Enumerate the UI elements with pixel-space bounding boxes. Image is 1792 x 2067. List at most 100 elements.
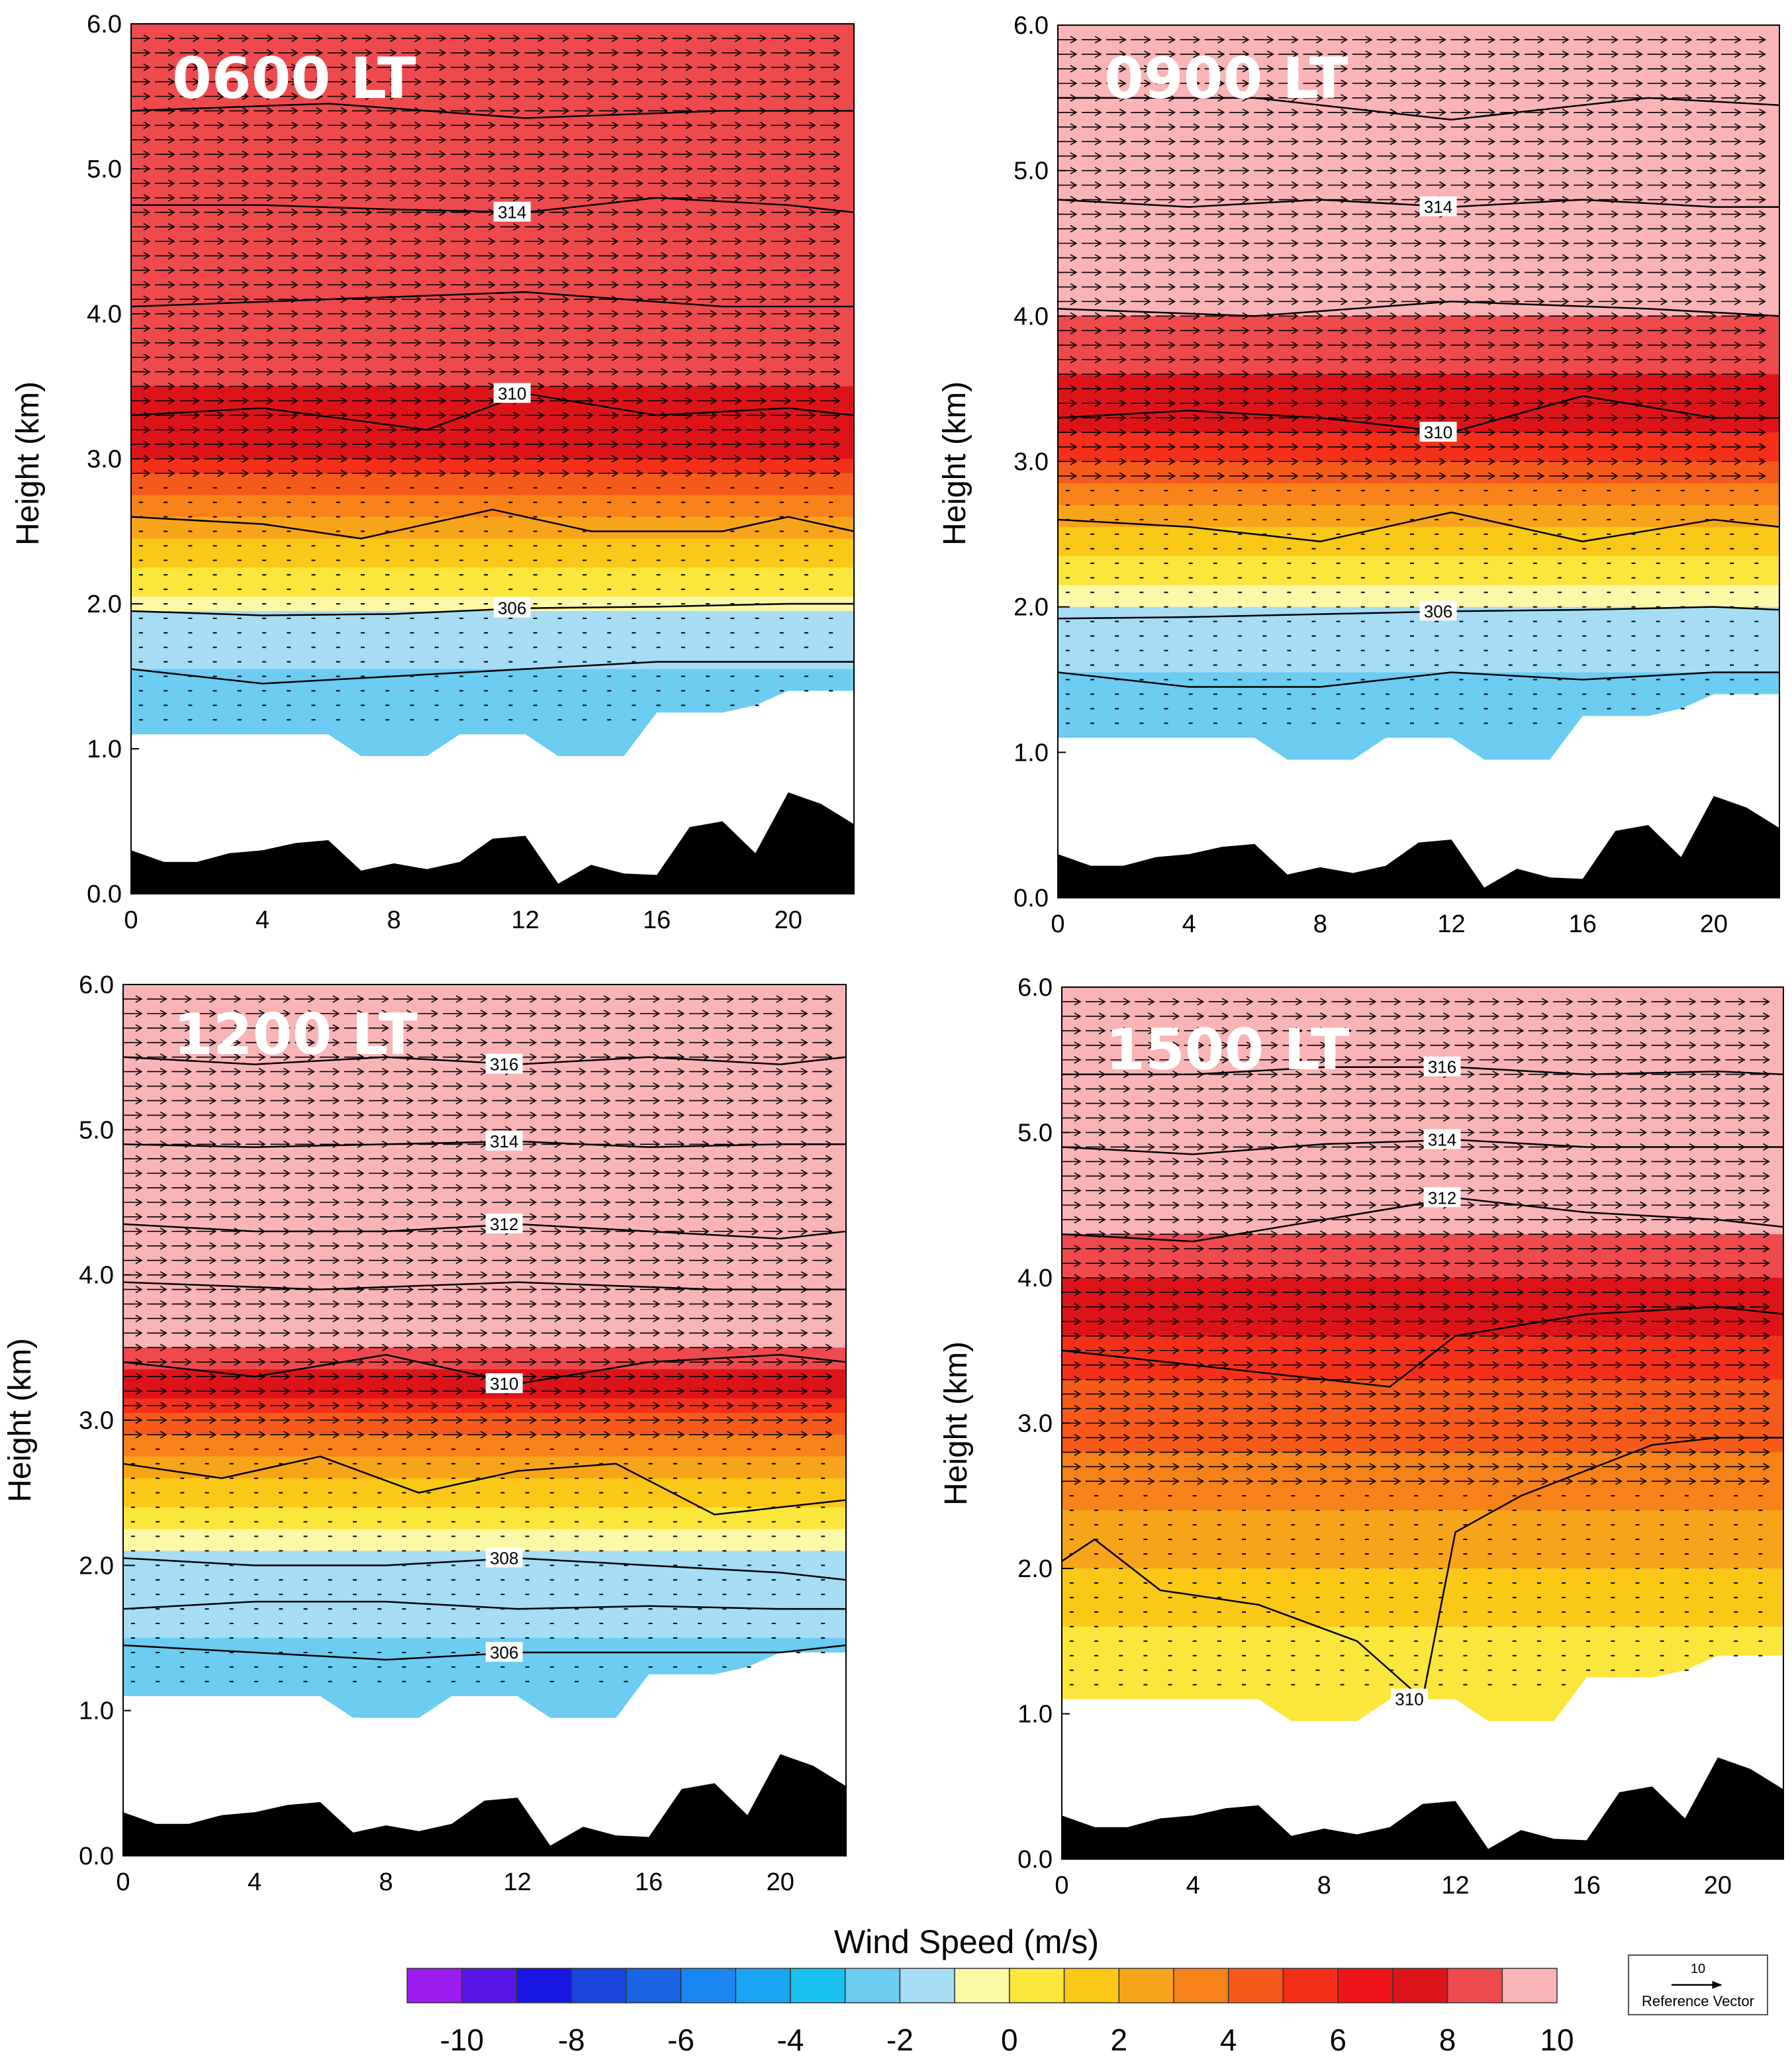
wind-vector (500, 266, 520, 274)
wind-vector (147, 1198, 167, 1206)
wind-vector (254, 382, 274, 391)
wind-vector (722, 455, 742, 463)
wind-vector (500, 440, 520, 448)
wind-vector (788, 1227, 808, 1235)
wind-vector (1057, 385, 1078, 393)
wind-vector (796, 455, 816, 463)
wind-vector (327, 411, 348, 419)
wind-vector (1574, 239, 1594, 248)
wind-vector (1376, 326, 1397, 334)
wind-vector (788, 1416, 808, 1424)
wind-vector (344, 1416, 365, 1424)
wind-vector (1598, 254, 1619, 262)
wind-vector (254, 339, 274, 347)
wind-vector (1598, 428, 1619, 436)
wind-vector (369, 1314, 389, 1323)
wind-vector (147, 1416, 167, 1424)
wind-vector (697, 295, 718, 303)
wind-vector (1647, 79, 1668, 87)
x-tick-label: 0 (1051, 910, 1064, 938)
wind-vector (475, 339, 496, 347)
wind-vector (746, 367, 767, 376)
wind-vector (524, 179, 545, 187)
wind-vector (722, 237, 742, 246)
wind-vector (418, 1213, 439, 1221)
wind-vector (1450, 283, 1472, 291)
wind-vector (442, 1053, 463, 1061)
wind-vector (1598, 283, 1619, 291)
wind-vector (1376, 312, 1397, 320)
wind-vector (155, 426, 175, 434)
wind-vector (1598, 36, 1619, 44)
wind-vector (377, 150, 397, 158)
wind-vector (278, 194, 299, 202)
wind-vector (1697, 428, 1717, 436)
wind-vector (442, 1387, 463, 1395)
wind-vector (1352, 254, 1373, 262)
wind-vector (623, 209, 644, 216)
wind-vector (500, 426, 520, 434)
wind-vector (796, 295, 816, 303)
wind-vector (714, 1198, 734, 1206)
wind-vector (130, 266, 151, 274)
wind-vector (1651, 1448, 1672, 1457)
isentrope-label: 306 (498, 599, 526, 618)
wind-vector (401, 165, 422, 173)
wind-vector (246, 1096, 266, 1105)
wind-vector (1598, 457, 1619, 465)
wind-vector (492, 1111, 512, 1120)
wind-vector (516, 1024, 538, 1032)
wind-vector (1701, 1390, 1721, 1398)
wind-vector (352, 222, 373, 231)
wind-vector (1549, 385, 1570, 393)
wind-vector (1524, 443, 1545, 451)
wind-vector (1303, 166, 1324, 175)
wind-vector (204, 107, 225, 115)
wind-vector (714, 1257, 734, 1265)
wind-vector (1254, 370, 1274, 378)
wind-vector (147, 1314, 167, 1323)
wind-vector (541, 1416, 562, 1424)
wind-vector (598, 397, 619, 405)
wind-vector (1278, 166, 1299, 175)
wind-vector (1598, 370, 1619, 378)
wind-vector (147, 1024, 167, 1032)
wind-vector (1254, 443, 1274, 451)
wind-vector (492, 1300, 512, 1308)
wind-vector (344, 1213, 365, 1221)
wind-vector (196, 1024, 217, 1032)
x-tick-label: 8 (379, 1868, 393, 1896)
wind-vector (122, 1431, 143, 1439)
wind-vector (541, 1169, 562, 1177)
wind-vector (1303, 341, 1324, 349)
wind-vector (664, 1372, 685, 1380)
wind-vector (565, 1227, 587, 1235)
wind-vector (246, 1358, 266, 1366)
wind-vector (254, 426, 274, 434)
wind-vector (1721, 36, 1742, 44)
wind-vector (303, 92, 324, 101)
wind-vector (1549, 79, 1570, 87)
wind-vector (549, 64, 570, 72)
wind-vector (1746, 297, 1766, 306)
wind-vector (1524, 123, 1545, 131)
wind-vector (1750, 1477, 1770, 1485)
wind-vector (615, 1372, 636, 1380)
wind-vector (270, 1431, 291, 1439)
wind-vector (1401, 414, 1422, 422)
wind-vector (352, 237, 373, 246)
wind-vector (738, 1169, 759, 1177)
wind-vector (573, 179, 594, 187)
wind-vector (722, 281, 742, 289)
wind-vector (179, 397, 200, 405)
wind-vector (1131, 152, 1151, 160)
wind-vector (788, 1039, 808, 1047)
wind-vector (1401, 268, 1422, 277)
wind-vector (442, 1402, 463, 1410)
wind-vector (492, 1416, 512, 1424)
wind-vector (450, 179, 471, 187)
wind-vector (1499, 138, 1521, 146)
wind-vector (1229, 123, 1250, 131)
wind-vector (1574, 283, 1594, 291)
